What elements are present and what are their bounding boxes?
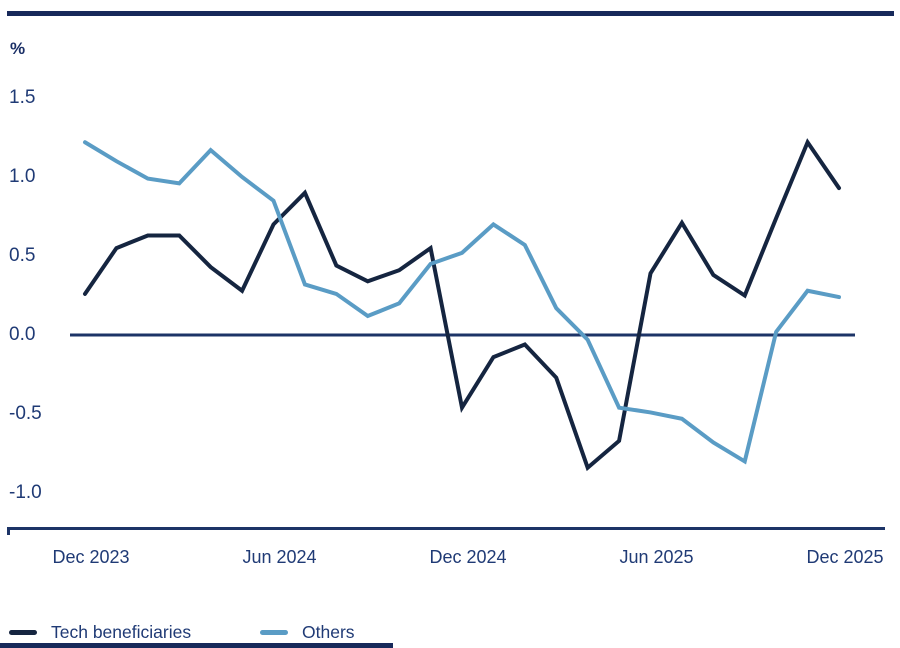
- top-rule: [7, 11, 894, 16]
- legend-item-others: Others: [260, 620, 355, 644]
- legend-item-tech-beneficiaries: Tech beneficiaries: [9, 620, 191, 644]
- y-axis-unit-label: %: [10, 39, 26, 58]
- y-tick-label: 1.0: [9, 166, 36, 187]
- y-tick-label: -0.5: [9, 403, 42, 424]
- y-tick-label: 1.5: [9, 87, 36, 108]
- x-tick-label: Jun 2024: [242, 547, 317, 567]
- x-tick-label: Jun 2025: [619, 547, 694, 567]
- y-tick-label: 0.0: [9, 324, 36, 345]
- footer-bar: [0, 643, 393, 648]
- x-tick-label: Dec 2025: [806, 547, 884, 567]
- legend-label-tech-beneficiaries: Tech beneficiaries: [51, 621, 192, 642]
- chart-legend: Tech beneficiaries Others: [0, 620, 900, 644]
- x-tick-label: Dec 2023: [52, 547, 130, 567]
- y-tick-label: -1.0: [9, 482, 42, 503]
- legend-swatch-tech-beneficiaries: [9, 629, 37, 635]
- y-tick-label: 0.5: [9, 245, 36, 266]
- x-tick-label: Dec 2024: [429, 547, 507, 567]
- legend-label-others: Others: [302, 621, 355, 642]
- legend-swatch-others: [260, 629, 288, 635]
- series-line-tech-beneficiaries: [83, 138, 841, 472]
- series-line-others: [83, 140, 841, 465]
